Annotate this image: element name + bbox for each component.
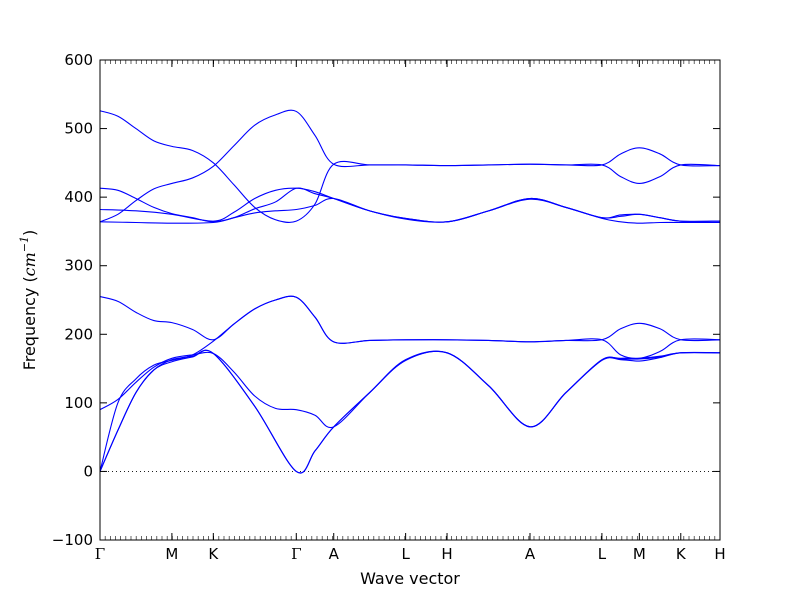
x-tick-label: H <box>714 545 725 563</box>
phonon-bands <box>99 109 721 474</box>
y-tick-label: −100 <box>52 531 93 549</box>
x-tick-label: L <box>401 545 410 563</box>
plot-frame <box>99 59 721 541</box>
band-line-8 <box>99 187 721 223</box>
x-tick-label: A <box>329 545 340 563</box>
y-axis-ticks: −100 0 100 200 300 400 500 600 <box>52 51 720 549</box>
minor-ticks <box>99 60 721 540</box>
plot-area: Γ M K Γ A L H A L M K H −100 0 100 200 300 400 500 600 <box>52 51 726 563</box>
x-tick-label: H <box>441 545 452 563</box>
plot-background <box>100 60 720 540</box>
y-tick-label: 500 <box>64 120 93 138</box>
x-tick-label: A <box>525 545 536 563</box>
y-tick-label: 400 <box>64 188 93 206</box>
y-tick-label: 600 <box>64 51 93 69</box>
y-tick-label: 300 <box>64 257 93 275</box>
band-line-5 <box>99 295 721 472</box>
band-line-3 <box>99 350 721 429</box>
x-tick-label: M <box>165 545 178 563</box>
y-axis-label: Frequency (cm−1) <box>18 230 39 371</box>
x-tick-label: M <box>633 545 646 563</box>
y-tick-label: 200 <box>64 325 93 343</box>
band-line-10 <box>99 110 721 224</box>
y-tick-label: 100 <box>64 394 93 412</box>
x-tick-label: K <box>676 545 687 563</box>
x-tick-label: Γ <box>291 545 301 563</box>
x-axis-label: Wave vector <box>360 569 460 588</box>
x-tick-label: K <box>208 545 219 563</box>
x-tick-label: L <box>598 545 607 563</box>
y-tick-label: 0 <box>83 462 93 480</box>
x-tick-label: Γ <box>95 545 105 563</box>
